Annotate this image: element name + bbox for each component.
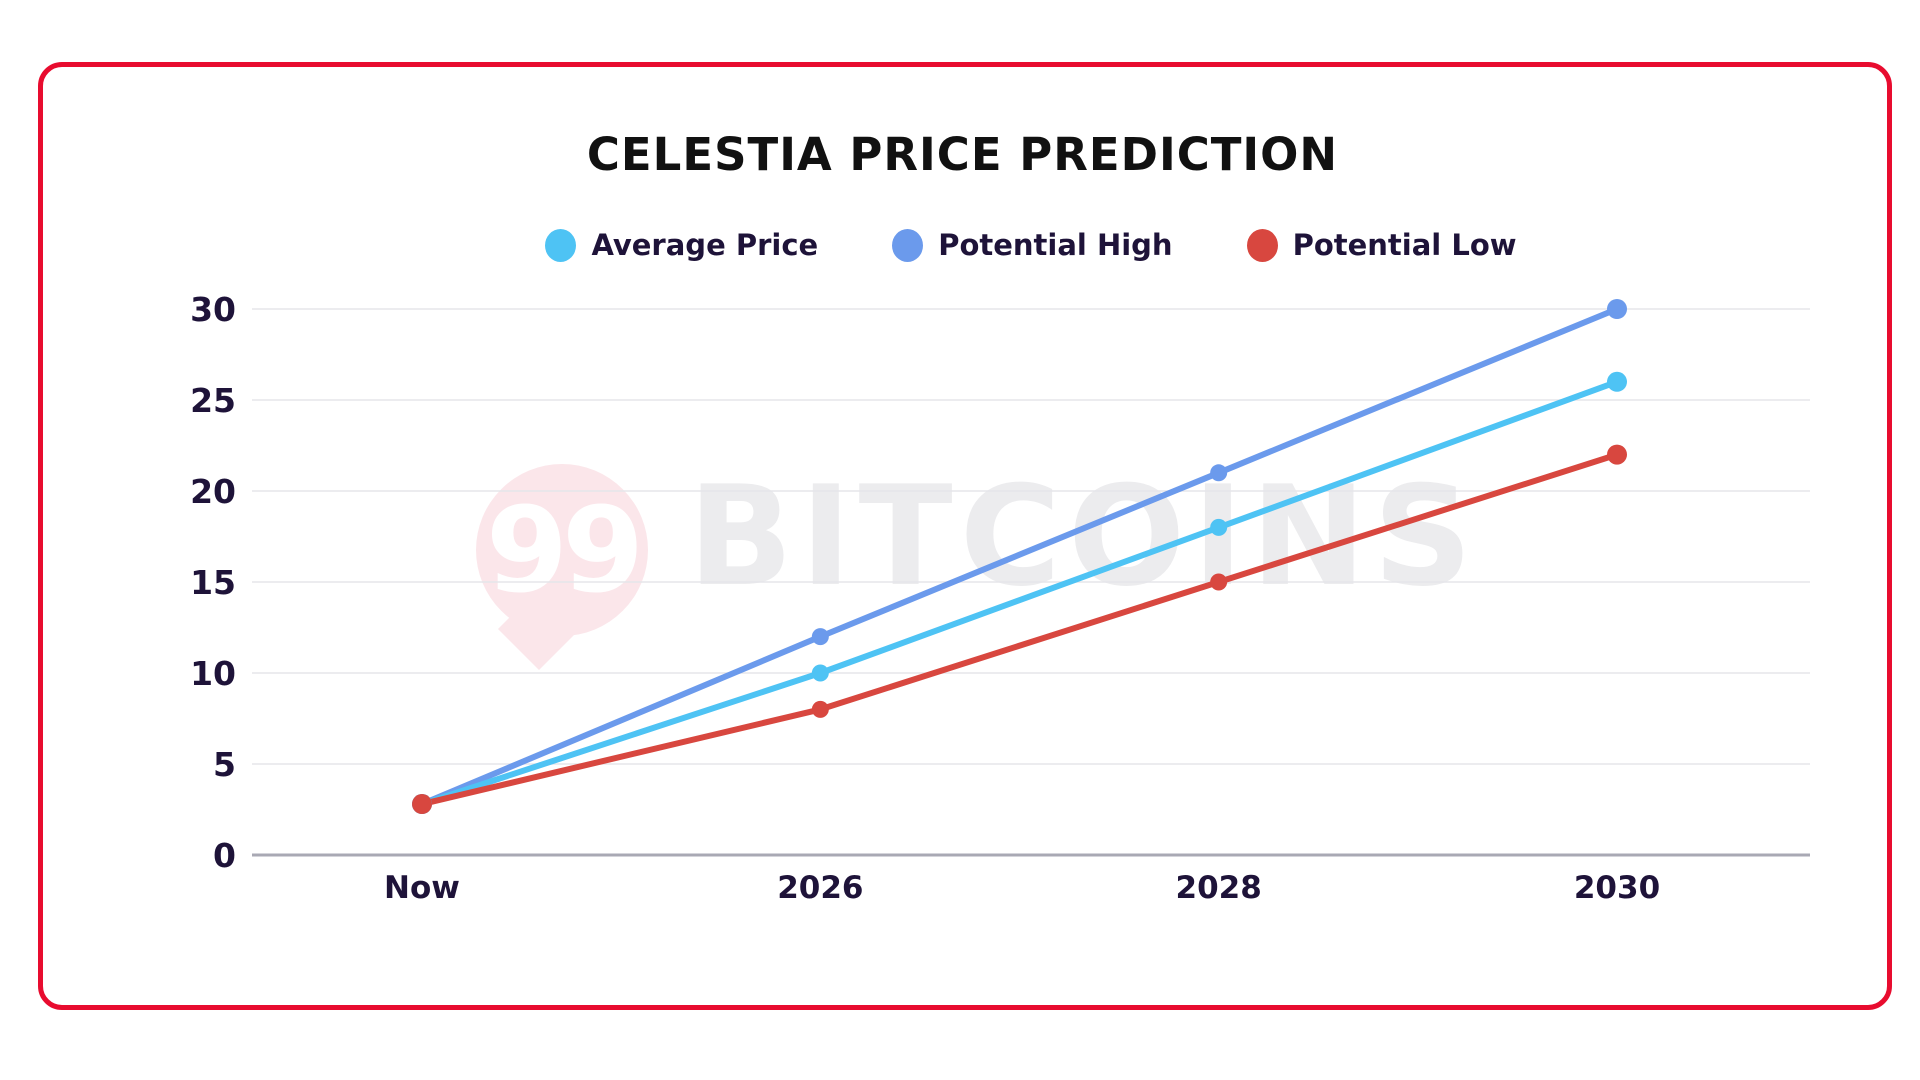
y-axis-tick-label: 20 — [190, 472, 236, 511]
x-axis-label: Now — [384, 870, 460, 906]
y-axis-tick-label: 0 — [213, 836, 236, 875]
y-axis-tick-label: 30 — [190, 290, 236, 329]
data-point-average-price — [1607, 371, 1627, 392]
data-point-potential-high — [1210, 464, 1228, 482]
data-point-potential-high — [811, 628, 829, 646]
legend-label-potential-high: Potential High — [938, 228, 1173, 262]
legend-label-potential-low: Potential Low — [1292, 228, 1517, 262]
x-axis-label: 2026 — [777, 870, 863, 906]
data-point-average-price — [811, 664, 829, 682]
legend-marker-potential-low-icon — [1246, 228, 1278, 262]
data-point-average-price — [1210, 518, 1228, 536]
y-axis-tick-label: 25 — [190, 381, 236, 420]
watermark-99-logo-icon: 99 — [476, 464, 648, 636]
y-axis-tick-label: 10 — [190, 654, 236, 693]
y-axis-tick-label: 5 — [213, 745, 236, 784]
x-axis-label: 2028 — [1176, 870, 1262, 906]
chart-title: CELESTIA PRICE PREDICTION — [586, 128, 1339, 181]
legend-item-potential-low[interactable]: Potential Low — [1246, 228, 1517, 262]
y-axis-tick-label: 15 — [190, 563, 236, 602]
data-point-potential-low — [1607, 444, 1627, 465]
legend-label-average-price: Average Price — [591, 228, 819, 262]
legend-marker-average-price-icon — [545, 228, 577, 262]
data-point-potential-high — [1607, 299, 1627, 319]
chart-legend: Average Price Potential High Potential L… — [252, 228, 1810, 262]
x-axis-label: 2030 — [1574, 870, 1660, 906]
data-point-potential-low — [412, 794, 432, 815]
watermark-logo-text: 99 — [485, 481, 644, 619]
legend-item-average-price[interactable]: Average Price — [545, 228, 818, 262]
chart-card-frame — [38, 62, 1892, 1010]
data-point-potential-low — [811, 700, 829, 718]
data-point-potential-low — [1210, 573, 1228, 591]
legend-item-potential-high[interactable]: Potential High — [892, 228, 1173, 262]
legend-marker-potential-high-icon — [892, 228, 924, 262]
series-line-average-price — [419, 378, 1620, 808]
series-line-potential-low — [419, 451, 1620, 808]
series-line-potential-high — [419, 306, 1620, 808]
